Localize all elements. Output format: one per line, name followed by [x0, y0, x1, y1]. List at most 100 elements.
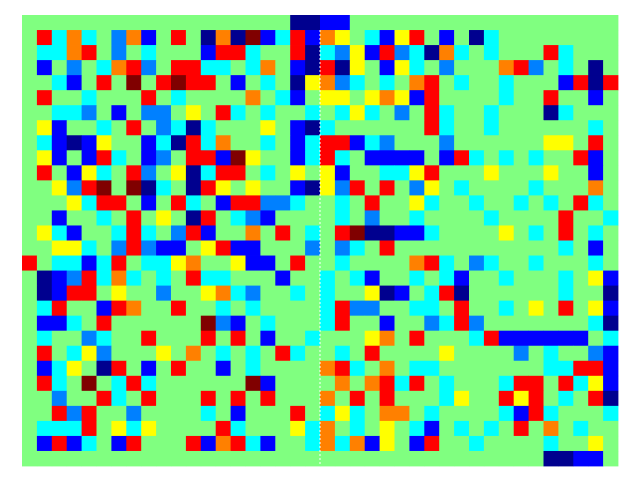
cell: [96, 135, 112, 151]
cell: [305, 300, 321, 317]
cell: [36, 285, 53, 302]
cell: [290, 150, 306, 166]
cell: [290, 435, 306, 452]
cell: [185, 405, 202, 422]
cell: [543, 105, 559, 121]
cell: [171, 300, 187, 317]
cell: [588, 120, 604, 136]
cell: [543, 75, 559, 91]
cell: [573, 240, 589, 256]
cell: [394, 195, 410, 211]
cell: [81, 150, 97, 166]
cell: [424, 120, 440, 136]
cell: [126, 345, 142, 362]
cell: [469, 60, 485, 76]
cell: [469, 105, 485, 121]
cell: [22, 75, 38, 91]
cell: [439, 270, 455, 286]
cell: [96, 270, 112, 286]
cell: [22, 435, 38, 452]
cell: [394, 405, 410, 422]
cell: [185, 45, 202, 61]
cell: [215, 330, 231, 347]
cell: [379, 135, 395, 151]
cell: [81, 90, 97, 106]
cell: [245, 270, 261, 286]
cell: [573, 225, 589, 241]
cell: [51, 105, 68, 121]
cell: [349, 75, 366, 91]
cell: [454, 360, 470, 377]
cell: [156, 405, 172, 422]
cell: [126, 90, 142, 106]
cell: [439, 120, 455, 136]
cell: [483, 390, 500, 407]
cell: [364, 240, 380, 256]
cell: [185, 255, 202, 271]
cell: [469, 330, 485, 347]
cell: [275, 225, 291, 241]
cell: [558, 60, 574, 76]
cell: [409, 180, 425, 196]
cell: [126, 210, 142, 226]
cell: [588, 300, 604, 317]
cell: [558, 135, 574, 151]
cell: [528, 90, 544, 106]
cell: [245, 345, 261, 362]
cell: [111, 435, 127, 452]
cell: [230, 210, 246, 226]
cell: [51, 75, 68, 91]
cell: [156, 75, 172, 91]
cell: [424, 285, 440, 302]
cell: [558, 120, 574, 136]
cell: [171, 375, 187, 392]
cell: [275, 390, 291, 407]
cell: [230, 105, 246, 121]
cell: [454, 150, 470, 166]
cell: [126, 15, 142, 31]
cell: [275, 195, 291, 211]
cell: [498, 315, 515, 332]
cell: [171, 150, 187, 166]
cell: [200, 210, 217, 226]
cell: [454, 255, 470, 271]
cell: [260, 375, 276, 392]
cell: [513, 60, 529, 76]
cell: [558, 255, 574, 271]
cell: [215, 240, 231, 256]
cell: [320, 255, 336, 271]
cell: [603, 345, 619, 362]
cell: [528, 60, 544, 76]
cell: [171, 405, 187, 422]
cell: [171, 420, 187, 437]
cell: [66, 330, 82, 347]
cell: [96, 225, 112, 241]
cell: [185, 180, 202, 196]
cell: [36, 240, 53, 256]
cell: [36, 390, 53, 407]
cell: [498, 45, 515, 61]
cell: [469, 30, 485, 46]
cell: [334, 390, 351, 407]
cell: [156, 315, 172, 332]
cell: [603, 105, 619, 121]
cell: [215, 30, 231, 46]
cell: [588, 30, 604, 46]
cell: [126, 75, 142, 91]
cell: [51, 390, 68, 407]
cell: [126, 285, 142, 302]
cell: [528, 75, 544, 91]
cell: [409, 150, 425, 166]
cell: [498, 90, 515, 106]
cell: [469, 15, 485, 31]
cell: [483, 420, 500, 437]
cell: [245, 150, 261, 166]
cell: [200, 225, 217, 241]
cell: [454, 420, 470, 437]
cell: [498, 435, 515, 452]
cell: [364, 285, 380, 302]
cell: [543, 255, 559, 271]
cell: [439, 285, 455, 302]
cell: [379, 420, 395, 437]
cell: [51, 15, 68, 31]
